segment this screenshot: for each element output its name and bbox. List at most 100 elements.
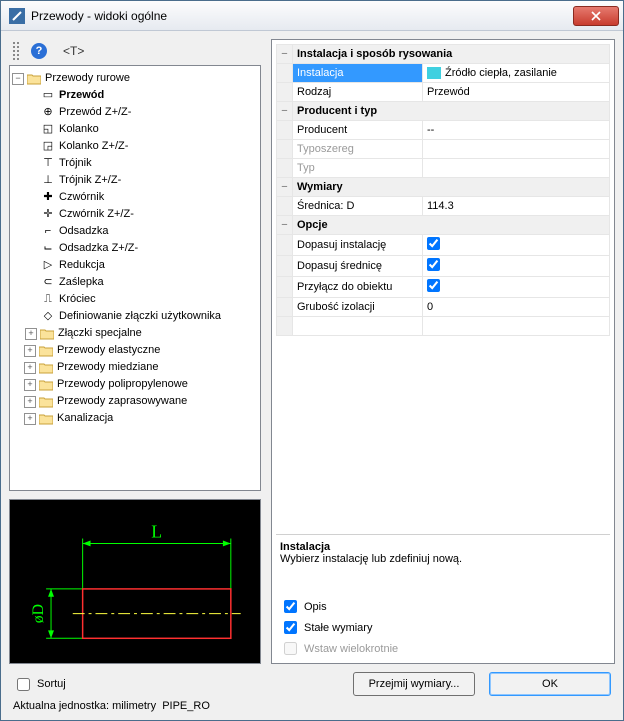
help-button[interactable]: ? [31,43,47,59]
tree-item[interactable]: Kolanko Z+/Z- [59,138,128,155]
component-tree[interactable]: − Przewody rurowe ▭Przewód ⊕Przewód Z+/Z… [9,65,261,491]
tree-item[interactable]: Trójnik [59,155,92,172]
checkbox-sort[interactable] [17,678,30,691]
property-description: Instalacja Wybierz instalację lub zdefin… [276,534,610,590]
tree-item[interactable]: Czwórnik [59,189,104,206]
svg-text:L: L [151,522,162,542]
prop-value[interactable]: Przewód [423,83,610,102]
checkbox-insert-multi-row: Wstaw wielokrotnie [280,638,606,659]
tree-expand[interactable]: + [24,396,36,408]
checkbox-fit-diameter[interactable] [427,258,440,271]
prop-value[interactable]: Źródło ciepła, zasilanie [423,64,610,83]
tree-expand[interactable]: + [24,413,36,425]
prop-name[interactable]: Dopasuj średnicę [293,256,423,277]
tree-item[interactable]: Czwórnik Z+/Z- [59,206,134,223]
group-header: Opcje [293,216,610,235]
tree-item[interactable]: Redukcja [59,257,105,274]
group-toggle[interactable]: − [277,45,293,64]
tree-item[interactable]: Definiowanie złączki użytkownika [59,308,221,325]
window-title: Przewody - widoki ogólne [31,9,573,23]
folder-icon [39,327,55,341]
unit-code: PIPE_RO [162,700,210,712]
app-icon [9,8,25,24]
prop-name[interactable]: Producent [293,121,423,140]
tree-item[interactable]: Odsadzka [59,223,109,240]
group-header: Instalacja i sposób rysowania [293,45,610,64]
group-toggle[interactable]: − [277,178,293,197]
prop-name: Typoszereg [293,140,423,159]
prop-name[interactable]: Rodzaj [293,83,423,102]
tree-item[interactable]: Złączki specjalne [58,325,142,342]
color-swatch [427,67,441,79]
text-mode-button[interactable]: <T> [59,44,88,58]
tree-item[interactable]: Kanalizacja [57,410,113,427]
define-icon: ◇ [40,310,56,324]
group-toggle[interactable]: − [277,102,293,121]
prop-value [423,140,610,159]
checkbox-fixed-dims[interactable] [284,621,297,634]
checkbox-opis[interactable] [284,600,297,613]
tree-item[interactable]: Przewód Z+/Z- [59,104,131,121]
unit-value: milimetry [112,700,156,712]
property-grid[interactable]: −Instalacja i sposób rysowania Instalacj… [276,44,610,534]
ok-button[interactable]: OK [489,672,611,696]
tree-item[interactable]: Przewody polipropylenowe [57,376,188,393]
left-toolbar: ? <T> [9,39,261,65]
tree-item[interactable]: Przewody elastyczne [57,342,160,359]
prop-name[interactable]: Przyłącz do obiektu [293,277,423,298]
cap-icon: ⊂ [40,276,56,290]
close-button[interactable] [573,6,619,26]
checkbox-fit-install[interactable] [427,237,440,250]
sort-row[interactable]: Sortuj [13,675,66,694]
tree-item[interactable]: Odsadzka Z+/Z- [59,240,138,257]
tree-item[interactable]: Przewody zaprasowywane [57,393,187,410]
desc-body: Wybierz instalację lub zdefiniuj nową. [280,553,606,565]
group-toggle[interactable]: − [277,216,293,235]
prop-value[interactable]: 0 [423,298,610,317]
tree-expand[interactable]: + [24,362,36,374]
options-area: Opis Stałe wymiary Wstaw wielokrotnie [276,590,610,659]
prop-name[interactable]: Średnica: D [293,197,423,216]
cross-z-icon: ✛ [40,208,56,222]
preview-pane: LøD [9,499,261,664]
prop-name: Typ [293,159,423,178]
prop-name[interactable]: Instalacja [293,64,423,83]
checkbox-fixed-dims-row[interactable]: Stałe wymiary [280,617,606,638]
prop-name[interactable]: Dopasuj instalację [293,235,423,256]
folder-icon [38,412,54,426]
adopt-dims-button[interactable]: Przejmij wymiary... [353,672,475,696]
offset-z-icon: ⌙ [40,242,56,256]
prop-value[interactable]: 114.3 [423,197,610,216]
tree-expand[interactable]: + [24,379,36,391]
prop-value[interactable] [423,256,610,277]
tree-root-label[interactable]: Przewody rurowe [45,70,130,87]
folder-icon [38,344,54,358]
tree-collapse-root[interactable]: − [12,73,24,85]
tree-expand[interactable]: + [24,345,36,357]
tree-expand[interactable]: + [25,328,37,340]
tree-item[interactable]: Trójnik Z+/Z- [59,172,121,189]
folder-open-icon [26,72,42,86]
group-header: Producent i typ [293,102,610,121]
desc-title: Instalacja [280,541,606,553]
sort-label: Sortuj [37,678,66,690]
reduce-icon: ▷ [40,259,56,273]
checkbox-attach-object[interactable] [427,279,440,292]
folder-icon [38,378,54,392]
prop-value[interactable] [423,277,610,298]
tree-item[interactable]: Przewód [59,87,104,104]
prop-value[interactable] [423,235,610,256]
checkbox-desc-row[interactable]: Opis [280,596,606,617]
checkbox-insert-multi [284,642,297,655]
tree-item[interactable]: Zaślepka [59,274,104,291]
tree-item[interactable]: Przewody miedziane [57,359,159,376]
offset-icon: ⌐ [40,225,56,239]
elbow-icon: ◱ [40,123,56,137]
prop-value[interactable]: -- [423,121,610,140]
cross-icon: ✚ [40,191,56,205]
tree-item[interactable]: Króciec [59,291,96,308]
prop-name[interactable]: Grubość izolacji [293,298,423,317]
folder-icon [38,361,54,375]
elbow-z-icon: ◲ [40,140,56,154]
tree-item[interactable]: Kolanko [59,121,99,138]
